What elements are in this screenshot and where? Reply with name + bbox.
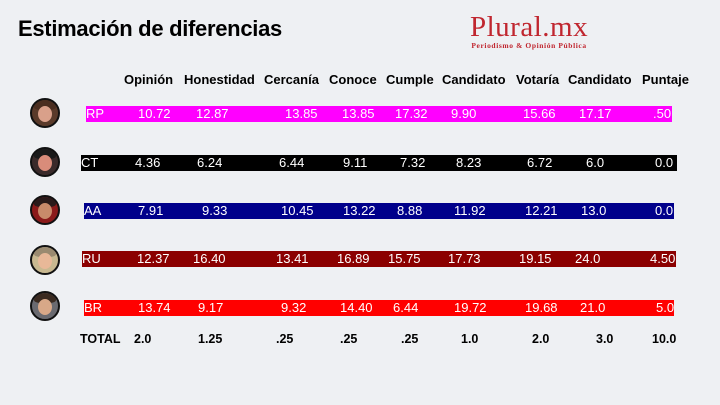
value-candidato-2: 6.0 xyxy=(586,155,605,170)
value-honestidad: 12.87 xyxy=(196,106,229,121)
column-header-candidato-2: Candidato xyxy=(568,72,632,87)
column-header-votaria: Votaría xyxy=(516,72,560,87)
total-cumple: .25 xyxy=(401,332,419,346)
value-cercania: 6.44 xyxy=(279,155,305,170)
logo-wordmark: Plural.mx xyxy=(470,11,589,43)
avatar-hair xyxy=(34,293,56,303)
total-row: TOTAL 2.0 1.25 .25 .25 .25 1.0 2.0 3.0 1… xyxy=(0,332,720,348)
avatar-ru xyxy=(30,245,60,275)
value-puntaje: 4.50 xyxy=(650,251,676,266)
column-header-honestidad: Honestidad xyxy=(184,72,255,87)
avatar-face xyxy=(38,253,52,269)
value-cumple: 6.44 xyxy=(393,300,419,315)
value-candidato: 11.92 xyxy=(454,203,486,218)
column-header-puntaje: Puntaje xyxy=(642,72,689,87)
value-opinion: 4.36 xyxy=(135,155,161,170)
total-candidato-2: 3.0 xyxy=(596,332,614,346)
avatar-face xyxy=(38,203,52,219)
value-candidato-2: 24.0 xyxy=(575,251,601,266)
row-code: AA xyxy=(84,203,102,218)
total-cercania: .25 xyxy=(276,332,294,346)
value-votaria: 19.68 xyxy=(525,300,558,315)
value-opinion: 7.91 xyxy=(138,203,164,218)
value-candidato-2: 13.0 xyxy=(581,203,607,218)
candidate-row-aa: AA 7.91 9.33 10.45 13.22 8.88 11.92 12.2… xyxy=(84,203,674,219)
value-puntaje: 5.0 xyxy=(656,300,675,315)
value-honestidad: 9.17 xyxy=(198,300,224,315)
value-cercania: 13.85 xyxy=(285,106,318,121)
value-cercania: 13.41 xyxy=(276,251,309,266)
avatar-hair xyxy=(34,197,56,207)
avatar-br xyxy=(30,291,60,321)
avatar-hair xyxy=(34,247,56,257)
value-cumple: 15.75 xyxy=(388,251,421,266)
value-conoce: 13.22 xyxy=(343,203,376,218)
candidate-row-ct: CT 4.36 6.24 6.44 9.11 7.32 8.23 6.72 6.… xyxy=(81,155,677,171)
avatar-face xyxy=(38,299,52,315)
value-candidato: 8.23 xyxy=(456,155,482,170)
value-conoce: 9.11 xyxy=(343,155,368,170)
value-puntaje: 0.0 xyxy=(655,155,674,170)
avatar-face xyxy=(38,155,52,171)
value-honestidad: 6.24 xyxy=(197,155,223,170)
avatar-hair xyxy=(34,149,56,159)
row-code: RU xyxy=(82,251,101,266)
total-label: TOTAL xyxy=(80,332,121,346)
avatar-rp xyxy=(30,98,60,128)
logo-tagline: Periodismo & Opinión Pública xyxy=(471,41,587,50)
value-candidato: 9.90 xyxy=(451,106,477,121)
row-code: RP xyxy=(86,106,105,121)
value-cumple: 17.32 xyxy=(395,106,428,121)
value-candidato-2: 21.0 xyxy=(580,300,606,315)
avatar-aa xyxy=(30,195,60,225)
column-header-candidato: Candidato xyxy=(442,72,506,87)
value-candidato-2: 17.17 xyxy=(579,106,612,121)
value-opinion: 13.74 xyxy=(138,300,171,315)
avatar-face xyxy=(38,106,52,122)
column-header-cercania: Cercanía xyxy=(264,72,319,87)
value-votaria: 15.66 xyxy=(523,106,556,121)
candidate-row-rp: RP 10.72 12.87 13.85 13.85 17.32 9.90 15… xyxy=(86,106,672,122)
row-code: CT xyxy=(81,155,99,170)
value-candidato: 19.72 xyxy=(454,300,487,315)
value-cumple: 8.88 xyxy=(397,203,423,218)
value-conoce: 14.40 xyxy=(340,300,373,315)
value-votaria: 12.21 xyxy=(525,203,558,218)
column-header-cumple: Cumple xyxy=(386,72,434,87)
value-candidato: 17.73 xyxy=(448,251,481,266)
column-header-conoce: Conoce xyxy=(329,72,377,87)
avatar-hair xyxy=(34,100,56,110)
value-cercania: 10.45 xyxy=(281,203,314,218)
column-headers: Opinión Honestidad Cercanía Conoce Cumpl… xyxy=(0,72,720,88)
value-conoce: 16.89 xyxy=(337,251,370,266)
row-code: BR xyxy=(84,300,103,315)
value-puntaje: .50 xyxy=(653,106,672,121)
total-votaria: 2.0 xyxy=(532,332,550,346)
page-title: Estimación de diferencias xyxy=(18,16,282,41)
column-header-opinion: Opinión xyxy=(124,72,174,87)
value-puntaje: 0.0 xyxy=(655,203,674,218)
total-honestidad: 1.25 xyxy=(198,332,223,346)
value-cercania: 9.32 xyxy=(281,300,307,315)
value-votaria: 19.15 xyxy=(519,251,552,266)
value-honestidad: 16.40 xyxy=(193,251,226,266)
value-conoce: 13.85 xyxy=(342,106,375,121)
total-puntaje: 10.0 xyxy=(652,332,677,346)
value-opinion: 12.37 xyxy=(137,251,170,266)
value-opinion: 10.72 xyxy=(138,106,171,121)
candidate-row-ru: RU 12.37 16.40 13.41 16.89 15.75 17.73 1… xyxy=(82,251,676,267)
candidate-row-br: BR 13.74 9.17 9.32 14.40 6.44 19.72 19.6… xyxy=(84,300,674,316)
total-candidato: 1.0 xyxy=(461,332,479,346)
avatar-ct xyxy=(30,147,60,177)
value-honestidad: 9.33 xyxy=(202,203,228,218)
total-opinion: 2.0 xyxy=(134,332,152,346)
plural-logo: Plural.mx Periodismo & Opinión Pública xyxy=(470,12,588,50)
value-votaria: 6.72 xyxy=(527,155,553,170)
value-cumple: 7.32 xyxy=(400,155,426,170)
total-conoce: .25 xyxy=(340,332,358,346)
